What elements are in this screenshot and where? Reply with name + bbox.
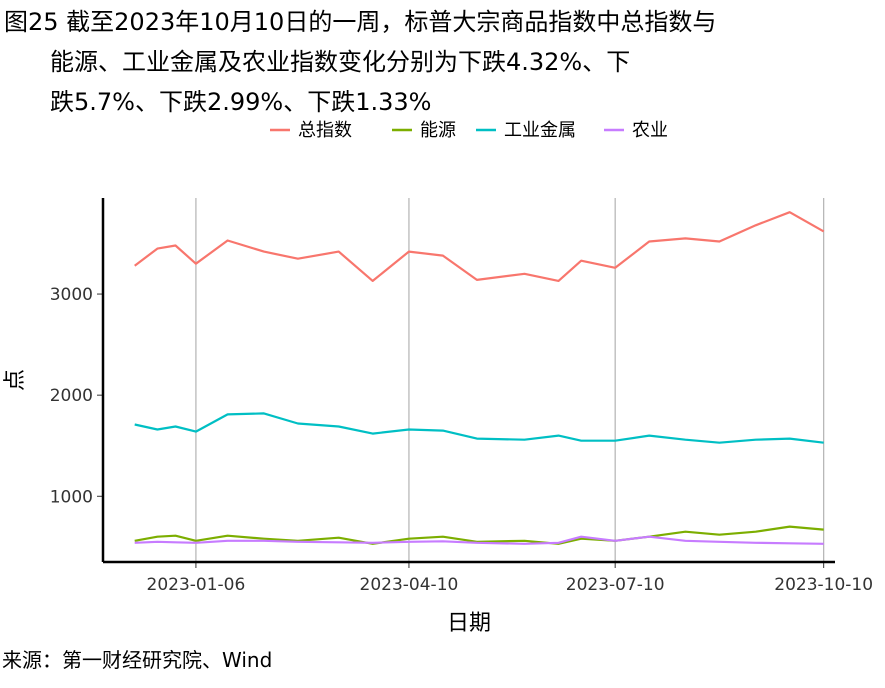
series-line-1 bbox=[134, 525, 824, 545]
y-tick-label-1: 2000 bbox=[50, 386, 93, 406]
source-note: 来源：第一财经研究院、Wind bbox=[2, 648, 273, 672]
y-tick-label-2: 3000 bbox=[50, 285, 93, 305]
series-line-0 bbox=[134, 211, 825, 282]
x-tick-label-3: 2023-10-10 bbox=[774, 575, 873, 595]
series-line-3 bbox=[134, 535, 824, 545]
y-axis-title: 点 bbox=[3, 369, 28, 391]
legend-label-1: 能源 bbox=[420, 120, 456, 141]
series-line-2 bbox=[134, 412, 824, 444]
line-chart: 2023-01-06 2023-04-10 2023-07-10 2023-10-10… bbox=[3, 120, 873, 636]
title-line-1: 图25 截至2023年10月10日的一周，标普大宗商品指数中总指数与 bbox=[4, 8, 717, 36]
x-axis-title: 日期 bbox=[447, 611, 491, 636]
x-tick-label-2: 2023-07-10 bbox=[566, 575, 665, 595]
x-tick-label-0: 2023-01-06 bbox=[147, 575, 246, 595]
x-tick-label-1: 2023-04-10 bbox=[360, 575, 459, 595]
title-line-2: 能源、工业金属及农业指数变化分别为下跌4.32%、下 bbox=[50, 48, 631, 76]
legend-label-0: 总指数 bbox=[298, 120, 352, 141]
title-line-3: 跌5.7%、下跌2.99%、下跌1.33% bbox=[50, 88, 432, 116]
legend-label-3: 农业 bbox=[632, 120, 668, 141]
legend-label-2: 工业金属 bbox=[504, 120, 576, 141]
y-tick-label-0: 1000 bbox=[50, 487, 93, 507]
chart-title: 图25 截至2023年10月10日的一周，标普大宗商品指数中总指数与 能源、工业… bbox=[4, 2, 882, 122]
